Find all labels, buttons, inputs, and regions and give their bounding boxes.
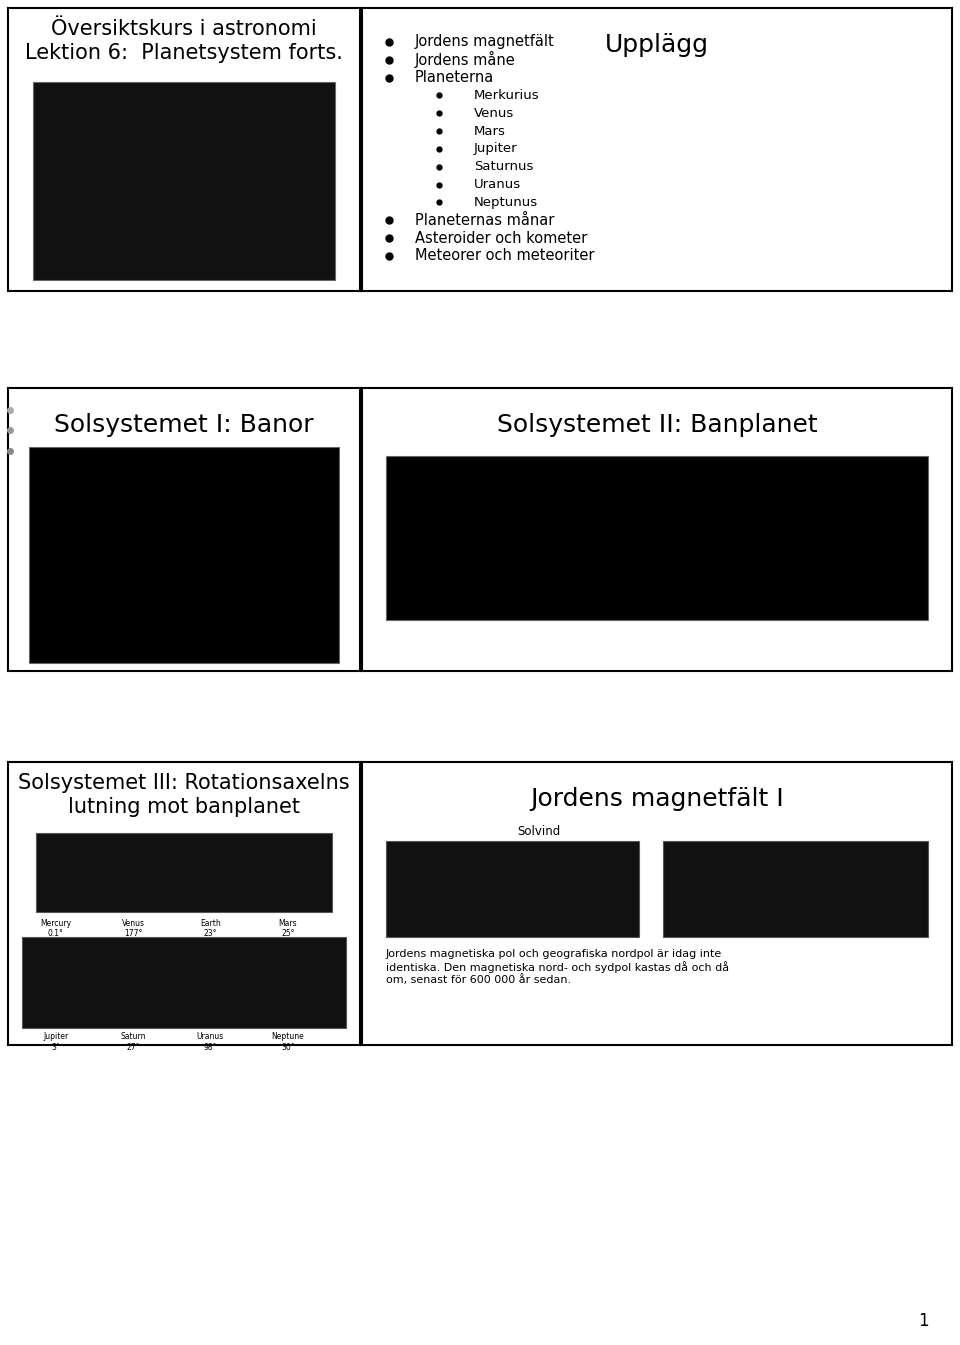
Bar <box>29 448 339 663</box>
Bar <box>33 82 335 280</box>
Text: Mars: Mars <box>474 125 506 137</box>
Text: Mercury
0.1°: Mercury 0.1° <box>40 919 71 939</box>
Text: Mars
25°: Mars 25° <box>278 919 298 939</box>
Text: Upplägg: Upplägg <box>605 34 709 58</box>
Text: Solsystemet III: Rotationsaxelns
lutning mot banplanet: Solsystemet III: Rotationsaxelns lutning… <box>18 773 349 816</box>
Text: Solsystemet II: Banplanet: Solsystemet II: Banplanet <box>496 413 817 437</box>
Text: Uranus
98°: Uranus 98° <box>197 1032 224 1052</box>
Text: Neptune
30°: Neptune 30° <box>272 1032 304 1052</box>
Bar <box>386 456 928 620</box>
Text: Meteorer och meteoriter: Meteorer och meteoriter <box>415 249 594 264</box>
Text: Jordens magnetfält I: Jordens magnetfält I <box>530 787 784 811</box>
Bar <box>663 841 928 937</box>
Text: Jordens måne: Jordens måne <box>415 51 516 69</box>
Text: Planeterna: Planeterna <box>415 70 494 85</box>
Text: 1: 1 <box>918 1313 928 1330</box>
Bar <box>22 937 346 1028</box>
Text: Merkurius: Merkurius <box>474 89 540 102</box>
Text: Jordens magnetfält: Jordens magnetfält <box>415 35 555 50</box>
Text: Planeternas månar: Planeternas månar <box>415 213 555 227</box>
Bar <box>386 841 639 937</box>
Text: Solvind: Solvind <box>517 826 561 838</box>
Text: Venus: Venus <box>474 106 515 120</box>
Text: Uranus: Uranus <box>474 178 521 191</box>
Text: Saturnus: Saturnus <box>474 160 534 174</box>
Text: Solsystemet I: Banor: Solsystemet I: Banor <box>54 413 314 437</box>
Text: Earth
23°: Earth 23° <box>200 919 221 939</box>
Text: Översiktskurs i astronomi
Lektion 6:  Planetsystem forts.: Översiktskurs i astronomi Lektion 6: Pla… <box>25 19 343 62</box>
Text: Jupiter: Jupiter <box>474 143 517 156</box>
Text: Neptunus: Neptunus <box>474 196 539 208</box>
Text: Asteroider och kometer: Asteroider och kometer <box>415 230 588 246</box>
Text: Venus
177°: Venus 177° <box>122 919 144 939</box>
Text: Jupiter
3°: Jupiter 3° <box>43 1032 68 1052</box>
Text: Jordens magnetiska pol och geografiska nordpol är idag inte
identiska. Den magne: Jordens magnetiska pol och geografiska n… <box>386 948 729 986</box>
Text: Saturn
27°: Saturn 27° <box>120 1032 146 1052</box>
Bar <box>36 833 332 912</box>
